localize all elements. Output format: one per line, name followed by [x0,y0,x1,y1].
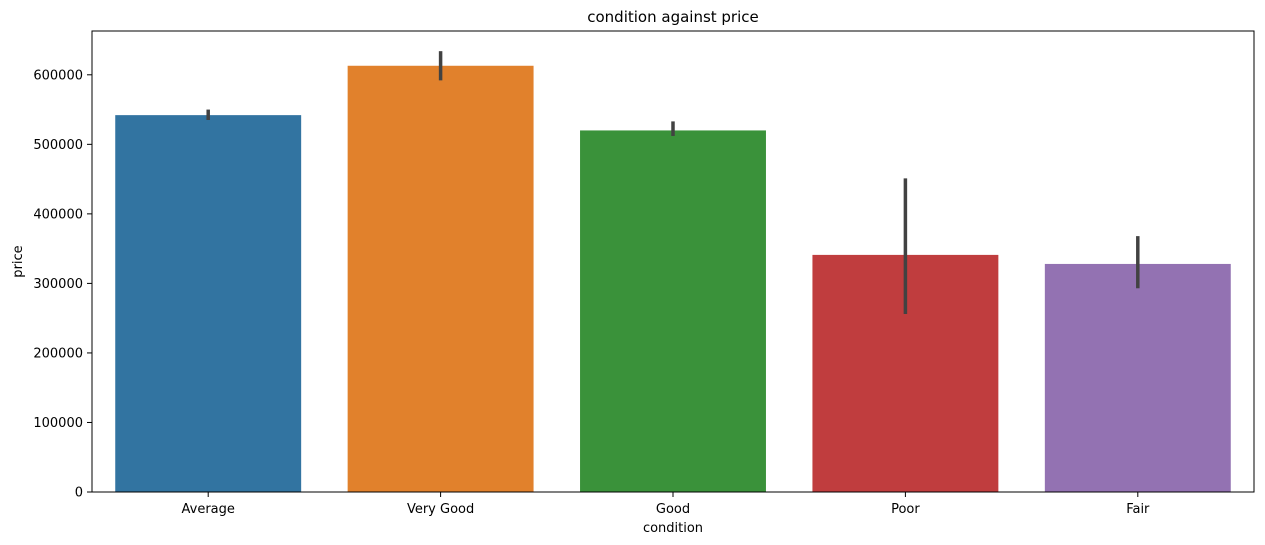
y-axis: 0 100000 200000 300000 400000 500000 600000 [33,68,92,501]
x-tick-label: Fair [1126,502,1150,517]
chart-title: condition against price [587,8,759,26]
bar-very-good [347,65,534,493]
y-tick-label: 400000 [33,207,83,222]
y-tick-label: 200000 [33,346,83,361]
x-tick-label: Poor [891,502,920,517]
x-tick-label: Good [656,502,690,517]
y-axis-label: price [11,245,26,277]
x-tick-label: Very Good [407,502,474,517]
plot-area [91,30,1255,493]
x-axis: Average Very Good Good Poor Fair [182,492,1150,517]
y-tick-label: 300000 [33,277,83,292]
bar-good [580,130,766,492]
y-tick-label: 600000 [33,68,83,83]
bar-fair [1044,263,1231,492]
x-axis-label: condition [643,521,703,536]
x-tick-label: Average [182,502,235,517]
bar-average [115,115,302,492]
y-tick-label: 500000 [33,138,83,153]
y-tick-label: 0 [75,486,83,501]
y-tick-label: 100000 [33,416,83,431]
